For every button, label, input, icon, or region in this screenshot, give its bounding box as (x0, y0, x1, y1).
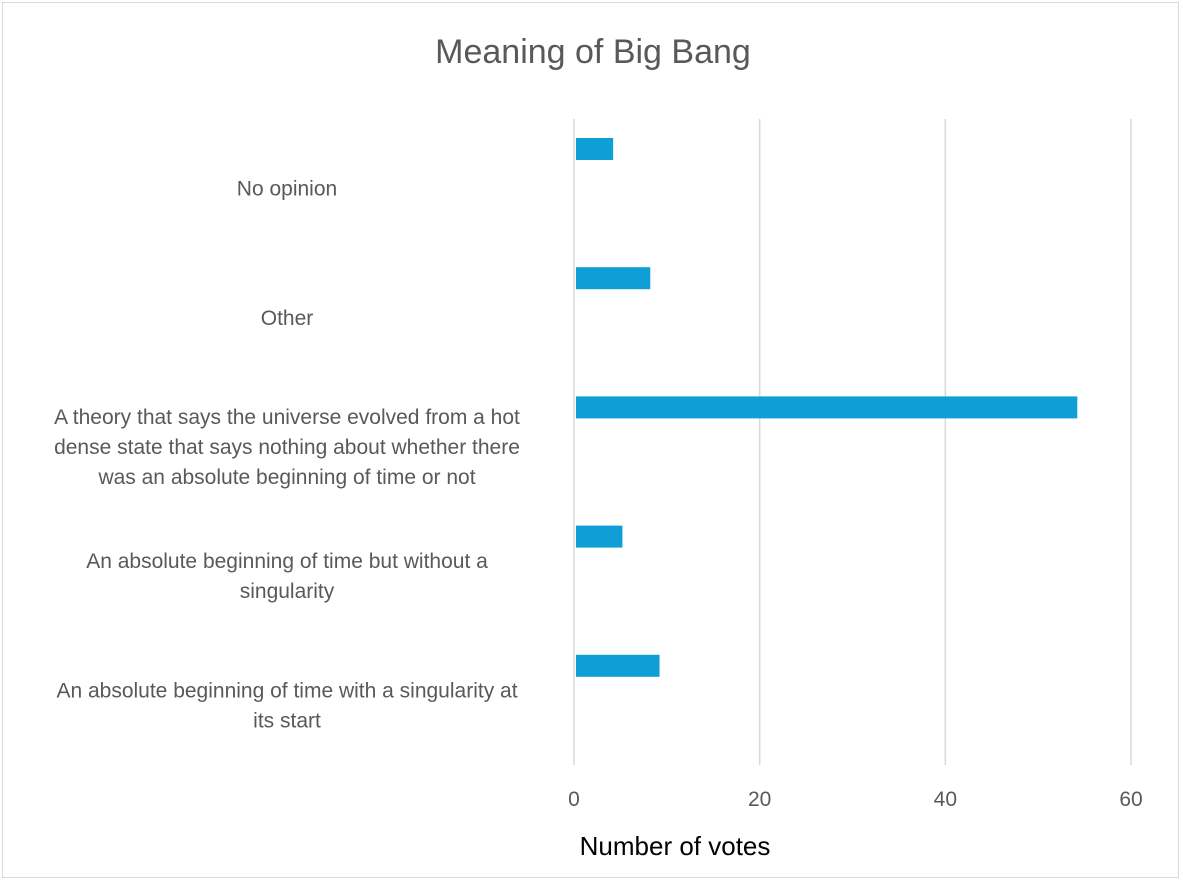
category-label: Other (261, 307, 314, 330)
category-label-line: its start (253, 709, 321, 732)
x-tick-labels: 0 20 40 60 (568, 788, 1143, 811)
x-tick-label: 0 (568, 788, 580, 811)
bar-chart: Meaning of Big Bang No opinion Other A the… (54, 33, 1143, 861)
category-label: An absolute beginning of time with a sin… (56, 679, 517, 732)
chart-title: Meaning of Big Bang (435, 33, 751, 71)
x-tick-label: 40 (934, 788, 957, 811)
x-tick-label: 60 (1119, 788, 1142, 811)
category-label-line: Other (261, 307, 314, 330)
category-label-line: dense state that says nothing about whet… (54, 436, 520, 459)
gridlines (573, 119, 1132, 765)
category-label-line: An absolute beginning of time with a sin… (56, 679, 517, 702)
category-label-line: singularity (240, 580, 335, 603)
category-label-line: No opinion (237, 178, 337, 201)
bar (576, 396, 1078, 419)
bar (576, 267, 651, 290)
category-label-line: An absolute beginning of time but withou… (86, 550, 488, 573)
category-labels: No opinion Other A theory that says the un… (54, 178, 520, 733)
category-label: A theory that says the universe evolved … (54, 406, 520, 489)
category-label: An absolute beginning of time but withou… (86, 550, 488, 603)
x-axis-title: Number of votes (580, 831, 771, 861)
category-label: No opinion (237, 178, 337, 201)
category-label-line: was an absolute beginning of time or not (97, 466, 475, 489)
bar (576, 138, 614, 160)
bar (576, 525, 623, 548)
bars (576, 138, 1078, 677)
x-tick-label: 20 (748, 788, 771, 811)
category-label-line: A theory that says the universe evolved … (54, 406, 520, 429)
bar (576, 654, 660, 677)
